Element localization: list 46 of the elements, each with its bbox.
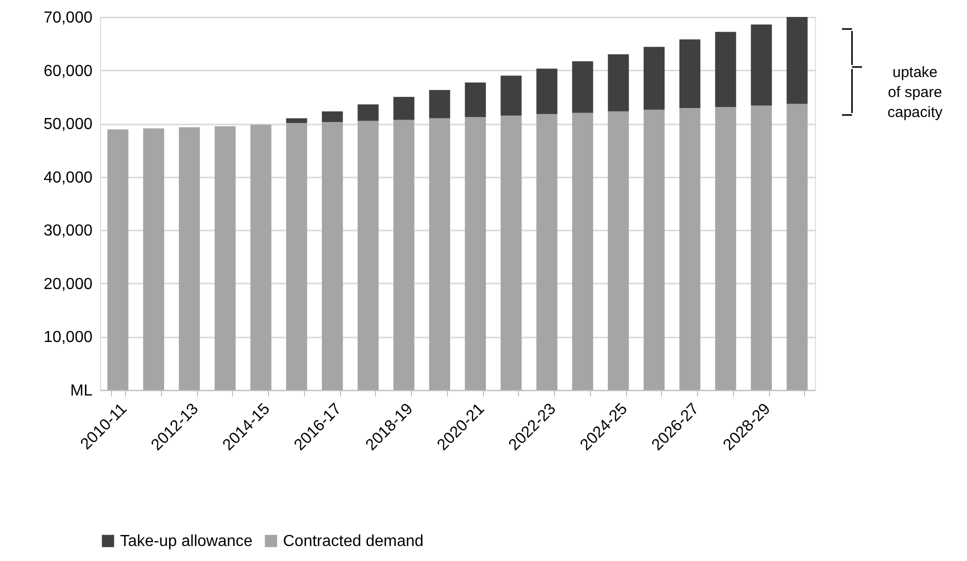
bar: [286, 118, 308, 124]
bar: [608, 54, 629, 112]
bar: [214, 126, 236, 390]
bar: [644, 110, 665, 390]
y-tick-label: 30,000: [44, 222, 93, 240]
bar: [464, 117, 486, 390]
bar: [250, 124, 272, 390]
y-tick-label: 40,000: [44, 169, 93, 186]
bar: [715, 32, 736, 108]
bar: [286, 123, 308, 390]
bar: [500, 116, 522, 390]
bar: [786, 17, 808, 104]
bar: [750, 105, 772, 390]
bar: [429, 90, 450, 118]
bar: [536, 114, 558, 390]
y-tick-label: 70,000: [44, 10, 93, 26]
bar: [715, 107, 736, 390]
bar: [393, 120, 414, 390]
legend-label: Take-up allowance: [120, 533, 253, 550]
bar: [679, 108, 700, 390]
y-tick-label: 60,000: [44, 62, 93, 80]
bar: [679, 39, 700, 108]
bar: [358, 104, 379, 121]
y-tick-label: 10,000: [44, 329, 93, 346]
bar: [429, 118, 450, 390]
bar: [322, 111, 343, 122]
text: uptake of spare capacity: [887, 64, 944, 121]
y-tick-label: ML: [70, 382, 93, 400]
y-tick-label: 50,000: [44, 116, 93, 134]
bar: [644, 46, 665, 110]
bar: [393, 96, 414, 120]
bar: [500, 76, 522, 116]
bar: [572, 112, 594, 390]
bar: [358, 120, 379, 390]
bar: [572, 61, 594, 113]
bar: [536, 68, 558, 114]
y-tick-label: 20,000: [44, 276, 93, 293]
legend-label: Contracted demand: [283, 533, 424, 550]
bar: [608, 111, 629, 390]
bar: [178, 127, 200, 390]
bar: [107, 129, 128, 390]
bar: [464, 82, 486, 118]
bar: [786, 104, 808, 390]
bar: [750, 24, 772, 106]
bar: [143, 128, 164, 390]
bar: [322, 122, 343, 390]
